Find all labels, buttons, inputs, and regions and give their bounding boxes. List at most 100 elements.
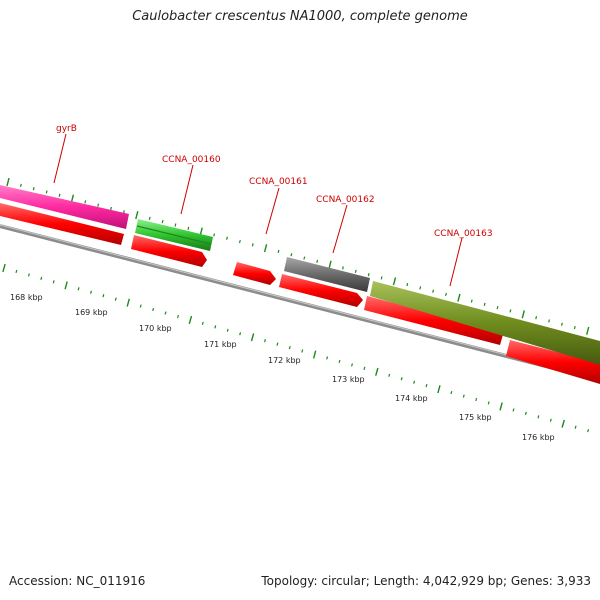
scale-labels: 168 kbp 169 kbp 170 kbp 171 kbp 172 kbp … [10, 293, 555, 442]
minor-tick [419, 286, 422, 290]
scale-label: 171 kbp [204, 340, 237, 349]
minor-tick [512, 408, 515, 412]
minor-tick [406, 282, 409, 287]
minor-tick [161, 220, 164, 224]
minor-tick [152, 307, 155, 312]
scale-label: 175 kbp [459, 413, 492, 422]
cds-feature [0, 203, 124, 245]
major-tick [135, 211, 139, 220]
minor-tick [351, 363, 353, 367]
major-tick [6, 177, 10, 187]
minor-tick [535, 316, 538, 320]
gene-feature-ccna-00160-stripe [136, 225, 212, 245]
cds-feature [506, 340, 600, 384]
major-tick [586, 326, 590, 335]
minor-tick [561, 322, 563, 326]
minor-tick [45, 190, 48, 194]
minor-tick [432, 289, 435, 293]
minor-tick [139, 304, 142, 308]
leader-line [265, 187, 280, 235]
major-tick [328, 260, 332, 269]
major-tick [250, 333, 255, 342]
minor-tick [367, 273, 370, 277]
minor-tick [445, 292, 447, 297]
minor-tick [338, 359, 341, 364]
minor-tick [573, 325, 576, 330]
gene-label-ccna-00163[interactable]: CCNA_00163 [434, 229, 493, 239]
minor-tick [77, 287, 80, 291]
scale-label: 170 kbp [139, 324, 172, 333]
minor-tick [537, 415, 540, 419]
minor-tick [123, 210, 125, 214]
minor-tick [380, 276, 383, 280]
minor-tick [342, 266, 344, 270]
forward-strand-features [0, 185, 600, 365]
minor-tick [174, 223, 177, 227]
minor-tick [114, 297, 117, 301]
minor-tick [326, 356, 329, 360]
minor-tick [110, 206, 112, 211]
scale-label: 168 kbp [10, 293, 43, 302]
minor-tick [84, 200, 87, 204]
minor-tick [148, 216, 151, 220]
major-tick [521, 310, 525, 319]
gene-label-ccna-00160[interactable]: CCNA_00160 [162, 155, 221, 165]
cds-feature [131, 235, 207, 267]
major-tick [499, 402, 503, 411]
minor-tick [52, 280, 55, 284]
minor-tick [15, 269, 18, 274]
leader-line [53, 133, 67, 184]
minor-tick [226, 328, 229, 332]
minor-tick [102, 294, 105, 298]
minor-tick [587, 429, 590, 433]
minor-tick [524, 411, 527, 415]
minor-tick [549, 418, 552, 422]
major-tick [457, 293, 461, 302]
minor-tick [425, 384, 428, 388]
minor-tick [450, 391, 453, 395]
gene-label-leaders [53, 133, 463, 287]
leader-line [180, 164, 194, 215]
minor-tick [413, 380, 416, 384]
minor-tick [475, 397, 478, 402]
minor-tick [238, 239, 241, 244]
leader-line [449, 237, 463, 287]
scale-label: 173 kbp [332, 375, 365, 384]
minor-tick [462, 394, 465, 398]
gene-feature-gyrB [0, 185, 129, 229]
minor-tick [90, 290, 92, 294]
genome-summary-text: Topology: circular; Length: 4,042,929 bp… [261, 574, 591, 588]
scale-label: 169 kbp [75, 308, 108, 317]
minor-tick [276, 342, 279, 346]
scale-label: 176 kbp [522, 433, 555, 442]
upper-tick-ring [6, 177, 590, 335]
gene-label-ccna-00162[interactable]: CCNA_00162 [316, 195, 375, 205]
minor-tick [201, 321, 204, 325]
major-tick [561, 419, 565, 428]
minor-tick [487, 401, 490, 405]
minor-tick [303, 256, 306, 260]
backbone-highlight [0, 224, 600, 380]
accession-text: Accession: NC_011916 [9, 574, 146, 588]
reverse-strand-features [0, 203, 600, 384]
minor-tick [301, 349, 304, 353]
cds-feature [233, 262, 276, 285]
minor-tick [32, 187, 35, 191]
minor-tick [251, 243, 254, 247]
major-tick [188, 315, 193, 324]
minor-tick [483, 302, 486, 306]
scale-label: 172 kbp [268, 356, 301, 365]
minor-tick [27, 273, 30, 277]
minor-tick [264, 339, 266, 343]
minor-tick [226, 236, 228, 240]
major-tick [126, 298, 130, 307]
minor-tick [239, 332, 242, 336]
gene-label-ccna-00161[interactable]: CCNA_00161 [249, 177, 308, 187]
minor-tick [288, 346, 291, 350]
minor-tick [574, 425, 577, 429]
gene-label-gyrB[interactable]: gyrB [56, 124, 77, 134]
minor-tick [214, 325, 217, 329]
major-tick [64, 281, 68, 290]
lower-tick-ring [2, 263, 590, 433]
